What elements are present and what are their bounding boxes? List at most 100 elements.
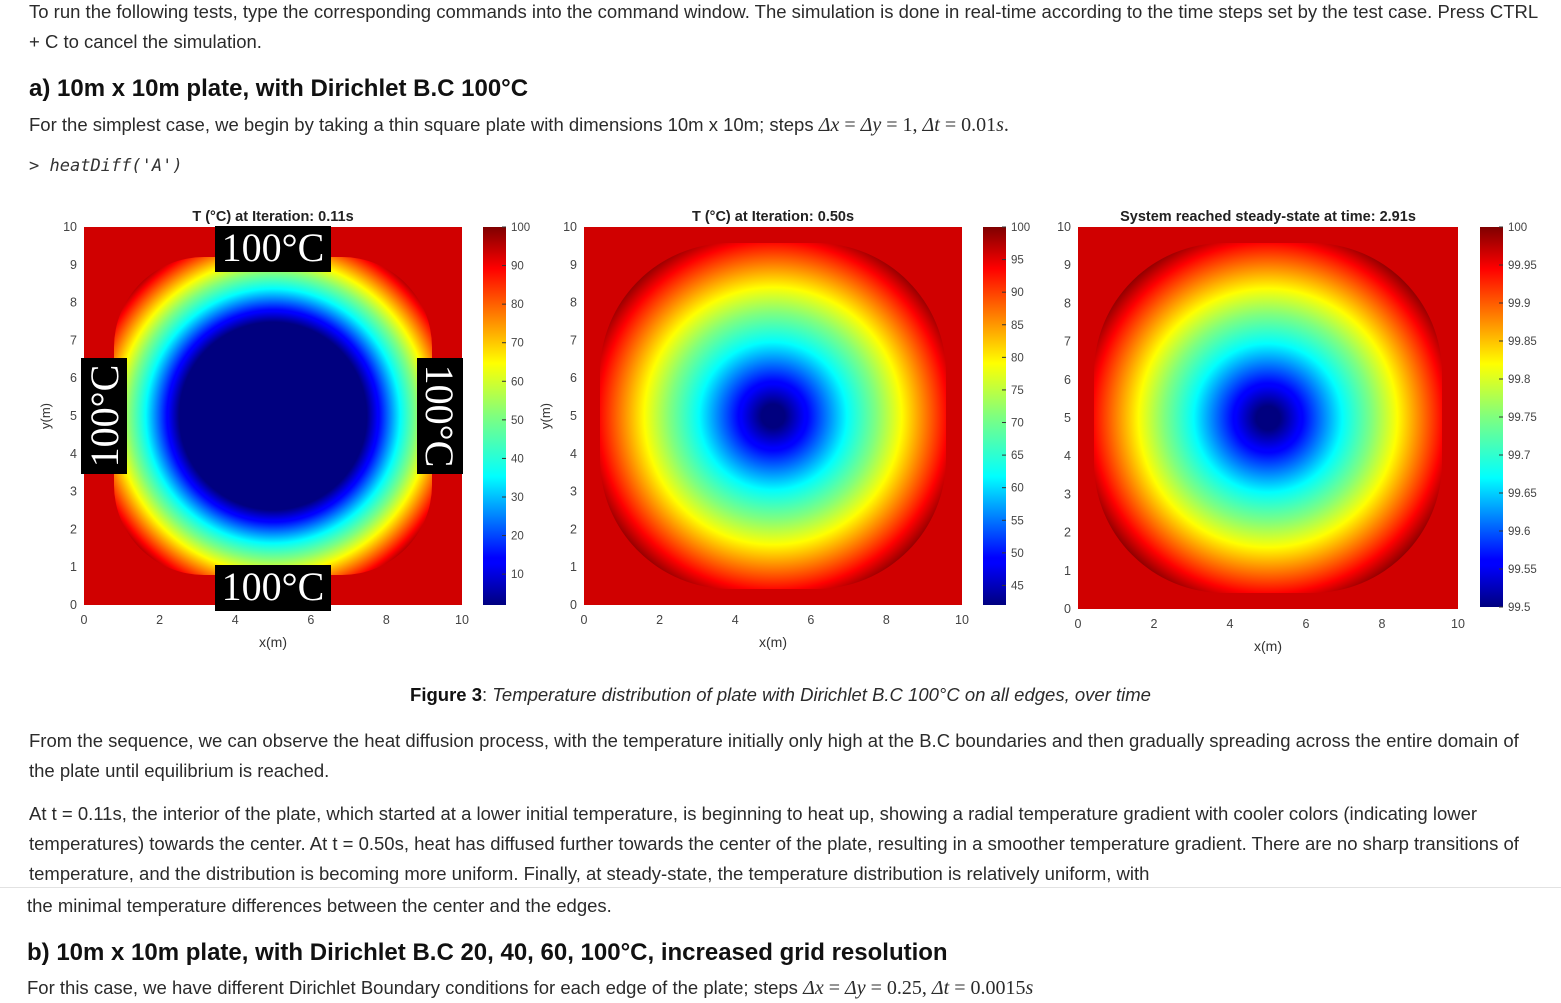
colorbar-tick-label: 75: [1011, 385, 1024, 397]
y-tick-label: 4: [1064, 449, 1071, 463]
caption-separator: :: [482, 684, 493, 705]
x-tick-label: 6: [807, 613, 814, 627]
svg-text:100°C: 100°C: [417, 365, 462, 468]
svg-text:100°C: 100°C: [222, 564, 325, 609]
heatmap-gradient: [1094, 243, 1442, 593]
caption-label: Figure 3: [410, 684, 483, 705]
colorbar-tick-label: 100: [1508, 222, 1527, 234]
section-a-text: For the simplest case, we begin by takin…: [29, 110, 1544, 140]
x-tick-label: 8: [383, 613, 390, 627]
colorbar: [983, 227, 1006, 605]
command-argument: 'A': [141, 156, 173, 176]
colorbar-tick-label: 99.6: [1508, 526, 1530, 538]
y-tick-label: 10: [63, 220, 77, 234]
colorbar-tick-label: 50: [1011, 548, 1024, 560]
y-tick-label: 0: [70, 598, 77, 612]
boundary-label-bottom: 100°C: [215, 564, 331, 611]
x-tick-label: 2: [1151, 617, 1158, 631]
colorbar-tick-label: 99.9: [1508, 298, 1530, 310]
colorbar-tick-label: 40: [511, 453, 524, 465]
y-tick-label: 1: [570, 560, 577, 574]
step-formula-b: Δx = Δy = 0.25, Δt = 0.0015s: [803, 977, 1034, 999]
colorbar-tick-label: 99.95: [1508, 260, 1537, 272]
colorbar-tick-label: 65: [1011, 450, 1024, 462]
x-tick-label: 10: [455, 613, 469, 627]
colorbar-tick-label: 60: [511, 376, 524, 388]
colorbar-tick-label: 99.65: [1508, 488, 1537, 500]
x-tick-label: 4: [1227, 617, 1234, 631]
x-tick-label: 2: [156, 613, 163, 627]
y-tick-label: 10: [1057, 220, 1071, 234]
colorbar-tick-label: 55: [1011, 515, 1024, 527]
y-tick-label: 2: [1064, 526, 1071, 540]
boundary-label-top: 100°C: [215, 225, 331, 272]
y-tick-label: 8: [1064, 296, 1071, 310]
colorbar-tick-label: 70: [1011, 418, 1024, 430]
y-axis-label: y(m): [538, 403, 553, 429]
y-tick-label: 1: [70, 560, 77, 574]
y-tick-label: 8: [570, 296, 577, 310]
chart-title: T (°C) at Iteration: 0.11s: [192, 209, 353, 225]
y-tick-label: 2: [70, 522, 77, 536]
y-tick-label: 5: [70, 409, 77, 423]
command-close: ): [172, 156, 183, 176]
section-b-text: For this case, we have different Dirichl…: [27, 973, 1542, 1003]
colorbar-tick-label: 80: [511, 299, 524, 311]
x-axis-label: x(m): [259, 634, 287, 650]
y-tick-label: 10: [563, 220, 577, 234]
y-tick-label: 5: [570, 409, 577, 423]
x-tick-label: 6: [307, 613, 314, 627]
x-tick-label: 0: [581, 613, 588, 627]
colorbar-tick-label: 80: [1011, 352, 1024, 364]
colorbar: [483, 227, 506, 605]
caption-text: Temperature distribution of plate with D…: [492, 684, 1151, 705]
y-tick-label: 9: [570, 258, 577, 272]
colorbar-tick-label: 100: [1011, 222, 1030, 234]
y-tick-label: 8: [70, 296, 77, 310]
colorbar-tick-label: 85: [1011, 320, 1024, 332]
x-tick-label: 0: [81, 613, 88, 627]
section-a-intro-text: For the simplest case, we begin by takin…: [29, 114, 814, 135]
y-tick-label: 4: [570, 447, 577, 461]
section-a-heading: a) 10m x 10m plate, with Dirichlet B.C 1…: [29, 75, 529, 102]
y-tick-label: 7: [570, 333, 577, 347]
colorbar-tick-label: 10: [511, 569, 524, 581]
colorbar-tick-label: 70: [511, 338, 524, 350]
colorbar-tick-label: 95: [1011, 255, 1024, 267]
svg-text:100°C: 100°C: [222, 225, 325, 270]
y-tick-label: 6: [570, 371, 577, 385]
colorbar-tick-label: 99.55: [1508, 564, 1537, 576]
step-formula: Δx = Δy = 1, Δt = 0.01s.: [818, 114, 1009, 136]
colorbar-tick-label: 100: [511, 222, 530, 234]
divider: [0, 887, 1561, 888]
y-tick-label: 3: [70, 485, 77, 499]
x-tick-label: 2: [656, 613, 663, 627]
colorbar-tick-label: 50: [511, 415, 524, 427]
x-tick-label: 0: [1075, 617, 1082, 631]
figure-caption: Figure 3: Temperature distribution of pl…: [0, 684, 1561, 706]
x-tick-label: 6: [1303, 617, 1310, 631]
colorbar-tick-label: 45: [1011, 580, 1024, 592]
command-line: > heatDiff('A'): [29, 156, 183, 176]
x-tick-label: 4: [232, 613, 239, 627]
x-axis-label: x(m): [759, 634, 787, 650]
colorbar-tick-label: 99.75: [1508, 412, 1537, 424]
y-tick-label: 9: [1064, 258, 1071, 272]
paragraph-2: At t = 0.11s, the interior of the plate,…: [29, 803, 1519, 884]
y-tick-label: 2: [570, 522, 577, 536]
section-b-intro-text: For this case, we have different Dirichl…: [27, 977, 798, 998]
y-tick-label: 3: [570, 485, 577, 499]
colorbar-tick-label: 60: [1011, 483, 1024, 495]
intro-paragraph: To run the following tests, type the cor…: [29, 1, 1538, 52]
svg-text:100°C: 100°C: [82, 365, 127, 468]
paragraph-1: From the sequence, we can observe the he…: [29, 730, 1519, 781]
heatmap-gradient: [600, 243, 946, 589]
y-tick-label: 0: [570, 598, 577, 612]
command-function: heatDiff(: [49, 156, 142, 176]
heatmap-panel-3: System reached steady-state at time: 2.9…: [1057, 209, 1537, 654]
colorbar-tick-label: 99.8: [1508, 374, 1530, 386]
y-tick-label: 7: [1064, 335, 1071, 349]
colorbar-tick-label: 99.7: [1508, 450, 1530, 462]
